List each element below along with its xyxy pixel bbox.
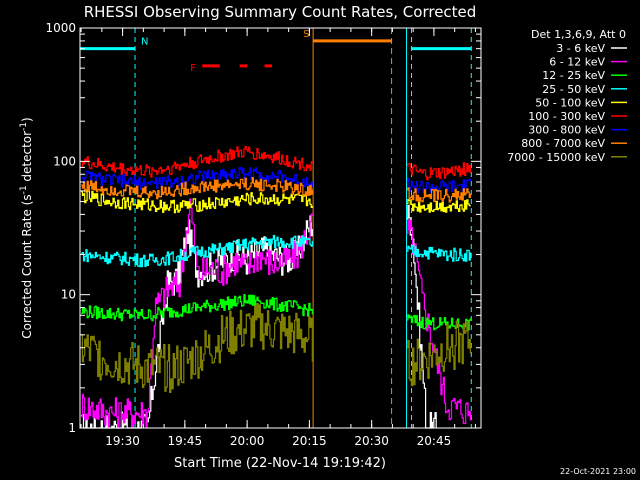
x-tick-label: 19:45	[168, 434, 203, 448]
legend-label: 7000 - 15000 keV	[507, 151, 605, 164]
series-line	[81, 146, 471, 181]
legend-label: 800 - 7000 keV	[521, 137, 605, 150]
y-axis-label-exp2: -1	[19, 122, 29, 131]
series-line	[81, 177, 471, 203]
y-tick-label: 1	[68, 421, 76, 435]
legend-label: 100 - 300 keV	[528, 110, 605, 123]
x-axis: 19:30 19:45 20:00 20:15 20:30 20:45	[80, 28, 476, 448]
series-line	[81, 166, 471, 194]
series-line	[81, 234, 471, 268]
interval-label-f: F	[190, 63, 196, 74]
x-tick-label: 20:15	[292, 434, 327, 448]
y-axis-label-exp1: -1	[19, 185, 29, 194]
chart-title: RHESSI Observing Summary Count Rates, Co…	[84, 3, 477, 21]
x-tick-label: 20:00	[230, 434, 265, 448]
legend-label: 6 - 12 keV	[549, 56, 605, 69]
legend-label: 300 - 800 keV	[528, 124, 605, 137]
x-tick-label: 20:30	[354, 434, 389, 448]
y-axis-label: Corrected Count Rate (s-1 detector-1)	[19, 117, 34, 338]
x-axis-label: Start Time (22-Nov-14 19:19:42)	[174, 456, 386, 471]
x-tick-label: 20:45	[417, 434, 452, 448]
y-tick-label: 10	[61, 288, 76, 302]
interval-label-s: S	[303, 29, 309, 40]
y-tick-label: 1000	[45, 21, 76, 35]
legend-header: Det 1,3,6,9, Att 0	[531, 28, 626, 41]
legend-label: 25 - 50 keV	[542, 83, 605, 96]
legend-label: 12 - 25 keV	[542, 69, 605, 82]
series-line	[81, 190, 471, 214]
y-axis-label-mid: detector	[20, 131, 34, 186]
y-axis: 1 10 100 1000	[45, 21, 481, 435]
series-line	[81, 303, 471, 393]
y-axis-label-main: Corrected Count Rate (s	[20, 194, 34, 338]
interval-bars: N S F	[80, 29, 472, 74]
plot-frame	[79, 27, 482, 429]
legend-label: 3 - 6 keV	[556, 42, 605, 55]
interval-label-n: N	[141, 37, 148, 48]
y-tick-label: 100	[53, 154, 76, 168]
interval-markers	[134, 28, 472, 428]
footer-timestamp: 22-Oct-2021 23:00	[560, 467, 636, 476]
x-tick-label: 19:30	[105, 434, 140, 448]
series-line	[81, 294, 471, 331]
series-group	[81, 146, 471, 429]
legend-label: 50 - 100 keV	[535, 96, 605, 109]
y-axis-label-close: )	[20, 117, 34, 122]
